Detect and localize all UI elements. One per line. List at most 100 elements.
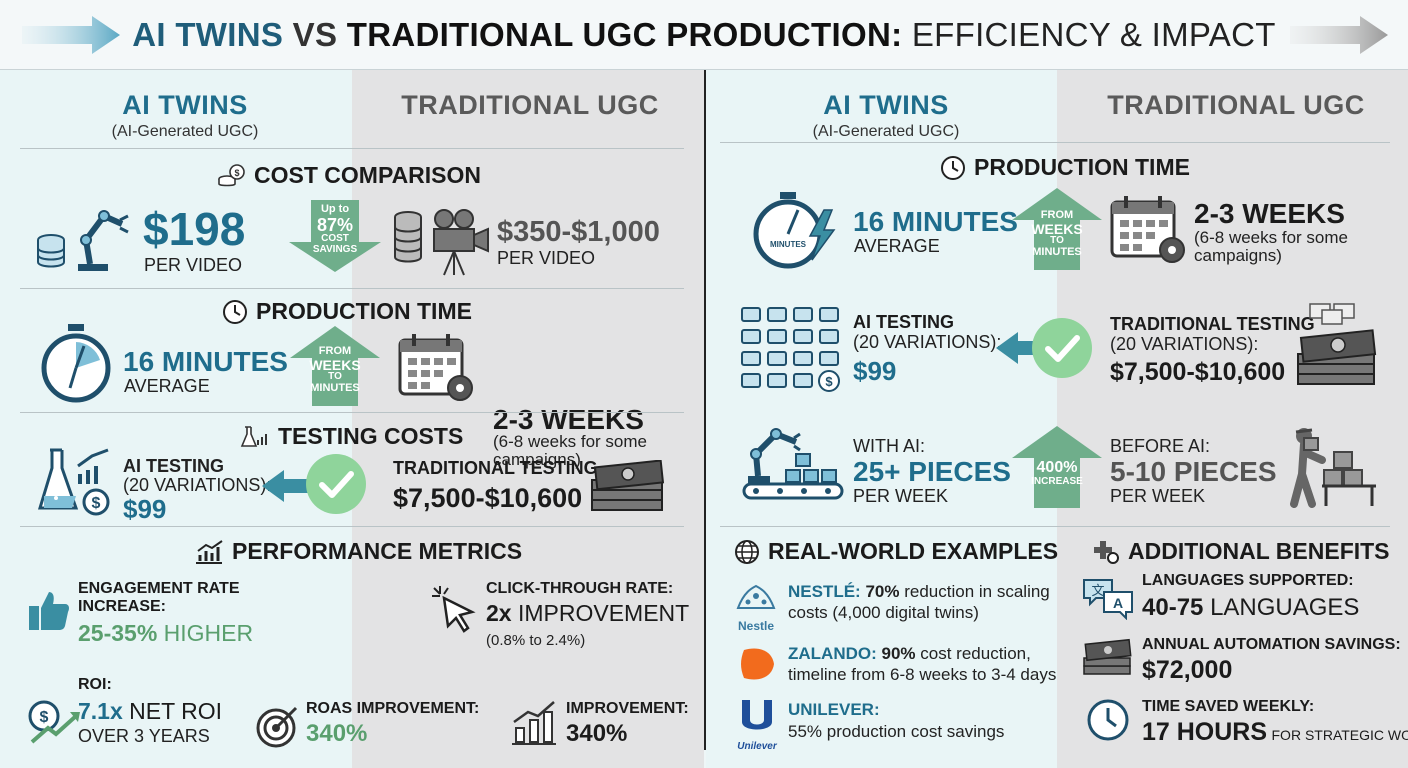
right-panel: AI TWINS (AI-Generated UGC) TRADITIONAL …: [706, 70, 1408, 768]
badge-upto: Up to: [320, 203, 350, 215]
section-label: COST COMPARISON: [254, 162, 482, 188]
dollar-growth-icon: $: [28, 700, 80, 744]
engagement-value-row: 25-35% HIGHER: [78, 620, 253, 647]
unilever-logo-text: Unilever: [737, 741, 777, 752]
trad-time-note-2: campaigns): [493, 450, 581, 469]
ai-cost-unit: PER VIDEO: [144, 255, 243, 275]
bar-chart-icon: [196, 539, 223, 564]
engagement-label-2: INCREASE:: [78, 598, 167, 615]
languages-suffix: LANGUAGES: [1210, 594, 1360, 621]
title-vs: VS: [292, 16, 338, 53]
improvement-value: 340%: [566, 720, 628, 747]
calendar-gear-icon: [1110, 196, 1185, 263]
clock-icon: [1087, 699, 1129, 741]
savings-value: $72,000: [1142, 656, 1233, 684]
badge-percent: 400%: [1036, 459, 1078, 476]
translate-bubbles-icon: 文 A: [1083, 579, 1133, 620]
nestle-percent: 70%: [865, 582, 900, 601]
roas-label: ROAS IMPROVEMENT:: [306, 700, 480, 717]
ai-time-unit: AVERAGE: [124, 376, 210, 396]
svg-text:文: 文: [1091, 584, 1104, 599]
left-trad-header: TRADITIONAL UGC: [385, 90, 675, 121]
stopwatch-label: MINUTES: [770, 240, 806, 249]
database-robot-arm-icon: [37, 210, 129, 271]
nestle-example: NESTLÉ: 70% reduction in scaling: [788, 582, 1050, 602]
trad-testing-label: TRADITIONAL TESTING: [393, 458, 598, 478]
ai-testing-label: AI TESTING: [123, 456, 225, 476]
target-icon: [256, 706, 298, 748]
ai-testing-sub: (20 VARIATIONS):: [853, 332, 1002, 352]
coins-icon: $: [218, 163, 245, 186]
trad-testing-value: $7,500-$10,600: [393, 483, 583, 513]
ctr-label: CLICK-THROUGH RATE:: [486, 580, 674, 597]
clock-icon: [941, 155, 965, 180]
header: AI TWINS VS TRADITIONAL UGC PRODUCTION: …: [0, 0, 1408, 70]
production-time-title: PRODUCTION TIME: [222, 298, 472, 325]
ctr-value: 2x: [486, 600, 512, 626]
trad-output-value: 5-10 PIECES: [1110, 456, 1277, 487]
zalando-text-2: timeline from 6-8 weeks to 3-4 days: [788, 665, 1057, 684]
roi-value-row: 7.1x NET ROI: [78, 698, 222, 725]
money-stack-video-icon: [1297, 303, 1377, 385]
nestle-text: reduction in scaling: [904, 582, 1050, 601]
ai-output-value: 25+ PIECES: [853, 456, 1011, 487]
badge-label: INCREASE: [1031, 475, 1083, 487]
globe-icon: [735, 539, 759, 564]
robot-conveyor-icon: [742, 428, 844, 500]
zalando-text: cost reduction,: [920, 644, 1031, 663]
roi-label: ROI:: [78, 676, 112, 693]
ai-testing-value: $99: [853, 356, 897, 386]
badge-percent: 87%: [316, 214, 354, 235]
zalando-percent: 90%: [881, 644, 916, 663]
badge-to: TO: [1050, 235, 1064, 247]
section-label: REAL-WORLD EXAMPLES: [768, 538, 1059, 564]
trad-time-note: (6-8 weeks for some: [1194, 228, 1348, 247]
trad-time-note: (6-8 weeks for some: [493, 432, 647, 451]
time-saved-label: TIME SAVED WEEKLY:: [1142, 698, 1315, 715]
weeks-to-minutes-badge: FROM WEEKS TO MINUTES: [290, 326, 380, 406]
languages-value: 40-75: [1142, 594, 1204, 621]
clock-icon: [223, 299, 247, 324]
growth-chart-icon: [512, 701, 556, 745]
right-trad-header: TRADITIONAL UGC: [1091, 90, 1381, 121]
roi-note: OVER 3 YEARS: [78, 726, 210, 746]
performance-metrics-title: PERFORMANCE METRICS: [194, 538, 522, 565]
additional-benefits-title: ADDITIONAL BENEFITS: [1092, 538, 1390, 565]
production-time-title-right: PRODUCTION TIME: [940, 154, 1190, 181]
flask-chart-coin-icon: $: [37, 448, 110, 516]
ai-time-unit: AVERAGE: [854, 236, 940, 256]
zalando-logo: [741, 648, 774, 680]
badge-from: FROM: [1040, 209, 1074, 221]
languages-value-row: 40-75 LANGUAGES: [1142, 594, 1359, 622]
trad-cost-value: $350-$1,000: [497, 216, 660, 248]
cost-savings-badge: Up to 87% COST SAVINGS: [289, 200, 381, 272]
cost-comparison-title: $ COST COMPARISON: [218, 162, 481, 189]
zalando-example: ZALANDO: 90% cost reduction,: [788, 644, 1031, 664]
unilever-brand: UNILEVER:: [788, 700, 880, 719]
roi-value: 7.1x: [78, 698, 123, 724]
badge-weeks: WEEKS: [1031, 220, 1083, 237]
svg-text:$: $: [92, 495, 101, 512]
trad-cost-unit: PER VIDEO: [497, 248, 596, 268]
ai-output-unit: PER WEEK: [853, 486, 949, 506]
ai-testing-sub: (20 VARIATIONS):: [123, 475, 272, 495]
video-grid-icon: $: [741, 307, 840, 392]
real-world-examples-title: REAL-WORLD EXAMPLES: [734, 538, 1058, 565]
nestle-brand: NESTLÉ:: [788, 582, 861, 601]
nestle-logo: Nestle: [734, 582, 778, 633]
testing-costs-title: TESTING COSTS: [240, 423, 463, 450]
section-label: ADDITIONAL BENEFITS: [1128, 538, 1390, 564]
badge-cost: COST: [321, 233, 349, 245]
section-label: PERFORMANCE METRICS: [232, 538, 523, 564]
column-title: AI TWINS: [823, 90, 949, 120]
ctr-suffix: IMPROVEMENT: [517, 600, 690, 626]
time-saved-value-row: 17 HOURS FOR STRATEGIC WORK: [1142, 718, 1408, 747]
roas-value: 340%: [306, 720, 368, 747]
trad-time-note-2: campaigns): [1194, 246, 1282, 265]
column-subtitle: (AI-Generated UGC): [111, 123, 259, 140]
left-arrow-icon: [262, 470, 314, 502]
improvement-label: IMPROVEMENT:: [566, 700, 689, 717]
nestle-text-2: costs (4,000 digital twins): [788, 603, 979, 622]
worker-boxes-icon: [1290, 428, 1376, 508]
left-panel: AI TWINS (AI-Generated UGC) TRADITIONAL …: [0, 70, 704, 768]
